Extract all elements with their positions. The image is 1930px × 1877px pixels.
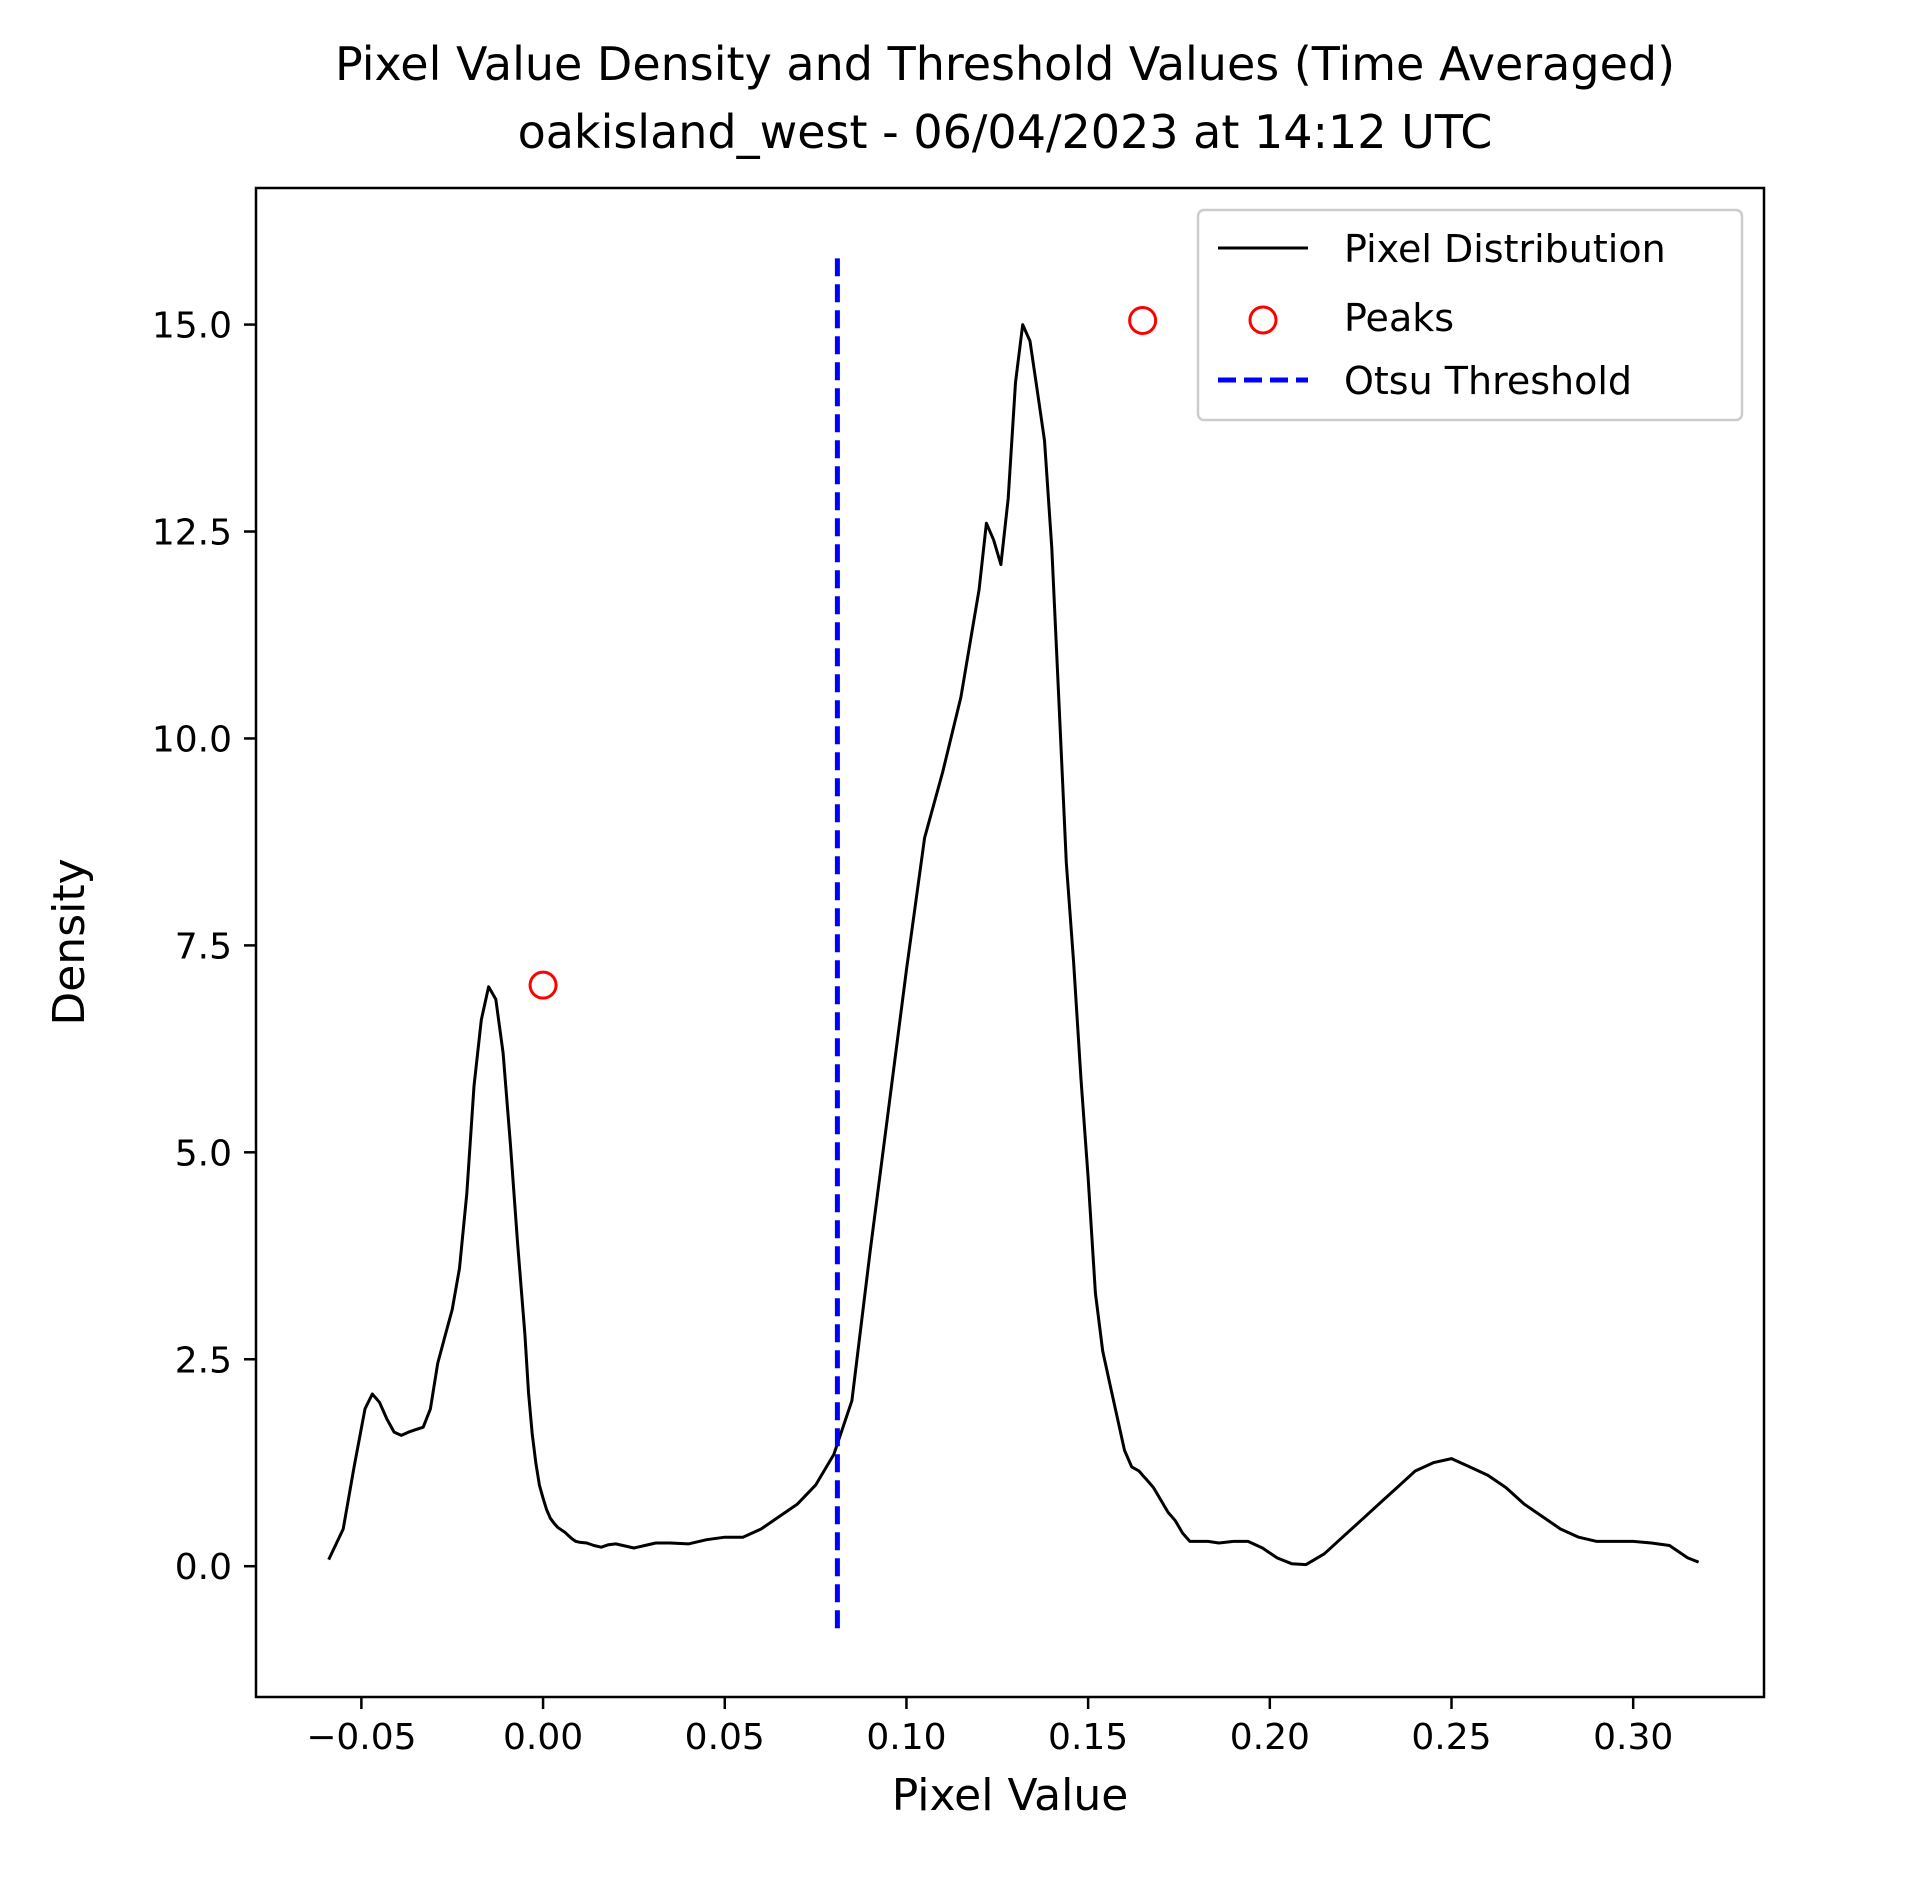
legend-box [1196, 208, 1744, 422]
chart-title-line1: Pixel Value Density and Threshold Values… [335, 37, 1675, 91]
y-tick-label: 10.0 [152, 719, 232, 760]
y-axis: 0.0 2.5 5.0 7.5 10.0 12.5 15.0 [152, 306, 256, 1588]
x-tick-label: 0.20 [1230, 1717, 1310, 1758]
x-tick-label: −0.05 [306, 1717, 416, 1758]
legend-peak-marker-icon [1248, 305, 1278, 335]
plot-frame [254, 186, 1766, 1699]
y-tick-label: 2.5 [175, 1340, 232, 1381]
y-tick-label: 5.0 [175, 1133, 232, 1174]
legend: Pixel Distribution Peaks Otsu Threshold [1196, 208, 1744, 422]
x-tick-label: 0.30 [1593, 1717, 1673, 1758]
y-tick-label: 0.0 [175, 1547, 232, 1588]
x-tick-label: 0.25 [1411, 1717, 1491, 1758]
x-tick-label: 0.15 [1048, 1717, 1128, 1758]
legend-label-peaks: Peaks [1344, 296, 1454, 340]
x-tick-label: 0.00 [503, 1717, 583, 1758]
x-axis-label: Pixel Value [892, 1770, 1129, 1821]
x-tick-label: 0.10 [866, 1717, 946, 1758]
plot-area [327, 258, 1700, 1629]
legend-label-otsu: Otsu Threshold [1344, 359, 1632, 403]
peak-marker [1128, 305, 1158, 335]
x-axis: −0.05 0.00 0.05 0.10 0.15 0.20 0.25 0.30 [306, 1697, 1673, 1758]
legend-label-distribution: Pixel Distribution [1344, 227, 1666, 271]
y-tick-label: 7.5 [175, 926, 232, 967]
density-line [327, 323, 1700, 1567]
y-tick-label: 15.0 [152, 306, 232, 347]
y-tick-label: 12.5 [152, 513, 232, 554]
y-axis-label: Density [44, 858, 95, 1025]
peak-marker [528, 970, 558, 1000]
chart-title-line2: oakisland_west - 06/04/2023 at 14:12 UTC [518, 105, 1493, 159]
x-tick-label: 0.05 [685, 1717, 765, 1758]
